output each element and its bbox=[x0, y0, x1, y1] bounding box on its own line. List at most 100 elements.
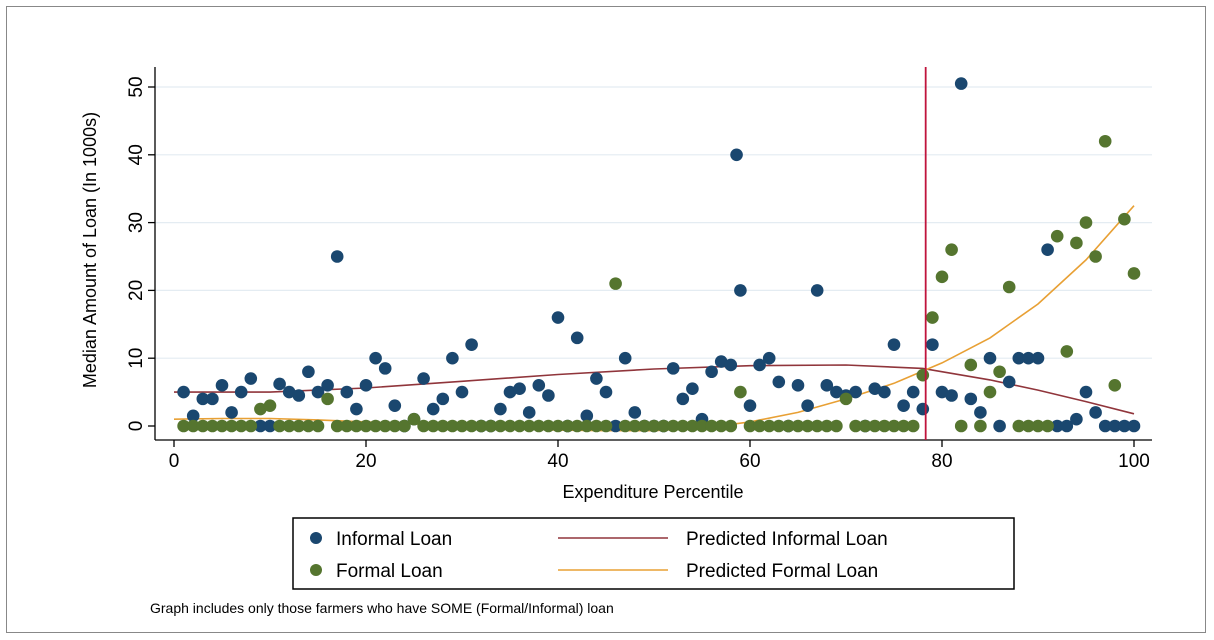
point-informal-loan bbox=[1041, 243, 1054, 257]
x-tick-label: 80 bbox=[931, 451, 952, 472]
point-formal-loan bbox=[849, 419, 862, 433]
point-formal-loan bbox=[983, 385, 997, 399]
point-informal-loan bbox=[935, 385, 949, 399]
point-formal-loan bbox=[926, 311, 939, 324]
point-formal-loan bbox=[935, 270, 949, 284]
point-formal-loan bbox=[801, 419, 814, 433]
point-informal-loan bbox=[186, 409, 200, 423]
point-formal-loan bbox=[954, 419, 968, 433]
point-formal-loan bbox=[868, 419, 882, 433]
point-formal-loan bbox=[282, 419, 296, 433]
point-informal-loan bbox=[897, 399, 910, 412]
point-informal-loan bbox=[244, 372, 258, 385]
point-informal-loan bbox=[1031, 351, 1045, 365]
point-formal-loan bbox=[839, 392, 853, 406]
point-formal-loan bbox=[1070, 236, 1083, 250]
legend-formal-marker bbox=[310, 564, 322, 576]
point-formal-loan bbox=[369, 419, 382, 433]
point-informal-loan bbox=[1012, 351, 1026, 365]
point-formal-loan bbox=[436, 419, 450, 433]
point-formal-loan bbox=[359, 419, 373, 433]
point-formal-loan bbox=[791, 419, 805, 433]
legend-informal-label: Informal Loan bbox=[336, 529, 452, 550]
legend-predicted-formal-label: Predicted Formal Loan bbox=[686, 561, 878, 582]
y-tick-label: 20 bbox=[126, 280, 147, 301]
point-informal-loan bbox=[820, 379, 834, 392]
point-informal-loan bbox=[743, 399, 757, 412]
point-formal-loan bbox=[897, 419, 910, 433]
point-informal-loan bbox=[321, 379, 334, 392]
point-informal-loan bbox=[954, 77, 968, 90]
point-formal-loan bbox=[1050, 229, 1064, 243]
point-formal-loan bbox=[657, 419, 670, 433]
point-formal-loan bbox=[417, 419, 430, 433]
x-tick-label: 0 bbox=[169, 451, 180, 472]
point-informal-loan bbox=[1127, 419, 1141, 433]
point-formal-loan bbox=[407, 412, 421, 426]
point-formal-loan bbox=[1041, 419, 1054, 433]
legend-informal-marker bbox=[310, 532, 322, 544]
point-formal-loan bbox=[858, 419, 872, 433]
point-informal-loan bbox=[542, 389, 555, 402]
point-formal-loan bbox=[513, 419, 526, 433]
point-informal-loan bbox=[830, 385, 843, 399]
point-informal-loan bbox=[1098, 419, 1112, 433]
point-informal-loan bbox=[350, 402, 363, 416]
point-formal-loan bbox=[820, 419, 834, 433]
point-informal-loan bbox=[426, 402, 440, 416]
point-formal-loan bbox=[532, 419, 546, 433]
point-informal-loan bbox=[570, 331, 584, 345]
y-tick-label: 50 bbox=[126, 76, 147, 97]
point-formal-loan bbox=[330, 419, 344, 433]
point-formal-loan bbox=[647, 419, 661, 433]
x-tick-label: 40 bbox=[547, 451, 568, 472]
x-tick-label: 20 bbox=[355, 451, 376, 472]
y-tick-label: 0 bbox=[126, 421, 147, 432]
point-formal-loan bbox=[1118, 212, 1131, 226]
point-formal-loan bbox=[878, 419, 891, 433]
point-formal-loan bbox=[321, 392, 334, 406]
point-informal-loan bbox=[1050, 419, 1064, 433]
point-informal-loan bbox=[974, 406, 987, 419]
y-tick-label: 40 bbox=[126, 144, 147, 165]
point-informal-loan bbox=[734, 284, 747, 297]
point-formal-loan bbox=[551, 419, 565, 433]
point-informal-loan bbox=[791, 379, 805, 392]
point-formal-loan bbox=[762, 419, 776, 433]
point-informal-loan bbox=[599, 385, 613, 399]
point-formal-loan bbox=[618, 419, 632, 433]
point-formal-loan bbox=[1060, 345, 1074, 358]
point-formal-loan bbox=[1089, 250, 1102, 263]
point-formal-loan bbox=[177, 419, 190, 433]
point-informal-loan bbox=[359, 379, 373, 392]
point-informal-loan bbox=[282, 385, 296, 399]
point-informal-loan bbox=[206, 392, 219, 406]
point-informal-loan bbox=[273, 377, 286, 391]
point-informal-loan bbox=[753, 358, 766, 372]
point-informal-loan bbox=[868, 382, 882, 396]
point-formal-loan bbox=[974, 419, 987, 433]
point-informal-loan bbox=[1108, 419, 1122, 433]
point-formal-loan bbox=[263, 399, 277, 412]
point-formal-loan bbox=[426, 419, 440, 433]
point-informal-loan bbox=[1070, 412, 1083, 426]
point-formal-loan bbox=[465, 419, 478, 433]
point-formal-loan bbox=[378, 419, 392, 433]
point-formal-loan bbox=[830, 419, 843, 433]
point-informal-loan bbox=[964, 392, 978, 406]
point-informal-loan bbox=[215, 379, 229, 392]
point-informal-loan bbox=[1079, 385, 1093, 399]
point-informal-loan bbox=[234, 385, 248, 399]
point-informal-loan bbox=[369, 351, 382, 365]
point-formal-loan bbox=[1127, 267, 1141, 280]
point-informal-loan bbox=[340, 385, 354, 399]
point-formal-loan bbox=[484, 419, 498, 433]
y-tick-label: 30 bbox=[126, 212, 147, 233]
point-formal-loan bbox=[186, 419, 200, 433]
point-informal-loan bbox=[311, 385, 325, 399]
point-formal-loan bbox=[1098, 134, 1112, 148]
point-formal-loan bbox=[522, 419, 536, 433]
point-informal-loan bbox=[1002, 375, 1016, 389]
point-informal-loan bbox=[730, 148, 743, 162]
